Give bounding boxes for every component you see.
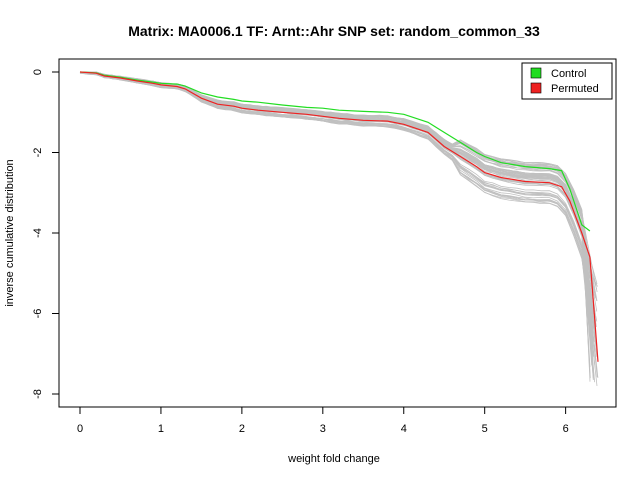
x-axis-label: weight fold change bbox=[287, 453, 380, 465]
legend-label-permuted: Permuted bbox=[551, 83, 599, 95]
permutation-line bbox=[80, 71, 591, 329]
y-tick-label: -2 bbox=[32, 148, 44, 158]
permutation-line bbox=[79, 72, 594, 288]
y-axis: 0 -2 -4 -6 -8 bbox=[32, 69, 60, 399]
x-tick-label: 3 bbox=[320, 423, 326, 435]
series-line-permuted bbox=[79, 71, 599, 362]
y-tick-label: -4 bbox=[32, 228, 44, 238]
x-tick-label: 6 bbox=[563, 423, 569, 435]
x-tick-label: 2 bbox=[239, 423, 245, 435]
x-tick-label: 0 bbox=[77, 423, 83, 435]
y-tick-label: -6 bbox=[32, 309, 44, 319]
x-tick-label: 1 bbox=[158, 423, 164, 435]
legend-label-control: Control bbox=[551, 68, 586, 80]
permutation-line bbox=[79, 72, 596, 352]
y-axis-label: inverse cumulative distribution bbox=[4, 159, 16, 306]
series-line-control bbox=[79, 71, 591, 232]
x-tick-label: 5 bbox=[482, 423, 488, 435]
permutation-line bbox=[80, 71, 599, 378]
y-tick-label: -8 bbox=[32, 389, 44, 399]
series-lines bbox=[79, 71, 599, 362]
x-tick-label: 4 bbox=[401, 423, 407, 435]
legend: Control Permuted bbox=[521, 62, 613, 100]
y-tick-label: 0 bbox=[32, 69, 44, 75]
x-axis: 0 1 2 3 4 5 6 bbox=[77, 406, 569, 435]
legend-swatch-control bbox=[530, 67, 542, 79]
legend-swatch-permuted bbox=[530, 82, 542, 94]
chart-title: Matrix: MA0006.1 TF: Arnt::Ahr SNP set: … bbox=[128, 23, 540, 39]
